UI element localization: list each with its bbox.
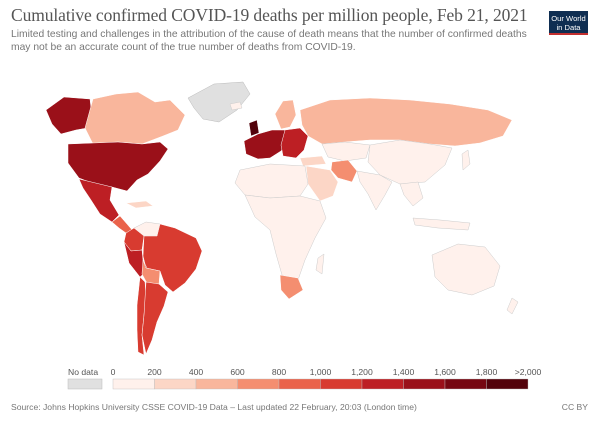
- legend-ticks: 0 200 400 600 800 1,000 1,200 1,400 1,600 1,800 >2…: [111, 367, 542, 377]
- region-china[interactable]: [367, 139, 453, 185]
- license-link[interactable]: CC BY: [561, 402, 588, 412]
- legend-tick-label: 1,600: [434, 367, 456, 377]
- region-india[interactable]: [356, 170, 393, 211]
- legend-bins: [112, 378, 529, 390]
- region-alaska[interactable]: [45, 96, 94, 135]
- legend-bin[interactable]: [154, 378, 197, 390]
- source-note: Source: Johns Hopkins University CSSE CO…: [11, 402, 417, 412]
- region-africa[interactable]: [244, 194, 327, 281]
- legend-bin[interactable]: [486, 378, 529, 390]
- legend-bin[interactable]: [444, 378, 487, 390]
- region-south-africa[interactable]: [279, 274, 304, 300]
- world-map[interactable]: [0, 70, 600, 365]
- legend-bin[interactable]: [112, 378, 155, 390]
- legend-tick-label: 1,200: [351, 367, 373, 377]
- legend-tick-label: 800: [272, 367, 287, 377]
- chart-subtitle: Limited testing and challenges in the at…: [11, 29, 527, 53]
- chart-title: Cumulative confirmed COVID-19 deaths per…: [11, 5, 528, 25]
- legend-tick-label: 200: [147, 367, 162, 377]
- legend-bin[interactable]: [403, 378, 446, 390]
- region-kazakhstan[interactable]: [321, 141, 371, 162]
- logo-line-1: Our World: [551, 14, 586, 23]
- legend-tick-label: 1,000: [310, 367, 332, 377]
- region-peru[interactable]: [123, 241, 149, 278]
- region-madagascar[interactable]: [315, 253, 325, 275]
- legend-no-data-label: No data: [68, 367, 98, 377]
- region-scandinavia[interactable]: [274, 99, 297, 130]
- region-united-states[interactable]: [67, 141, 169, 192]
- legend-tick-label: 1,800: [476, 367, 498, 377]
- region-united-kingdom[interactable]: [248, 119, 260, 137]
- region-indonesia[interactable]: [412, 217, 471, 231]
- legend-tick-label: 400: [189, 367, 204, 377]
- legend-tick-label: >2,000: [515, 367, 542, 377]
- region-greenland[interactable]: [187, 81, 251, 123]
- our-world-in-data-logo[interactable]: Our World in Data: [549, 11, 588, 35]
- region-north-africa[interactable]: [234, 163, 309, 199]
- legend-bin[interactable]: [237, 378, 280, 390]
- region-caribbean[interactable]: [125, 200, 154, 209]
- logo-line-2: in Data: [556, 23, 581, 32]
- region-iran[interactable]: [330, 159, 358, 183]
- legend-no-data-swatch: [67, 378, 103, 390]
- legend-bin[interactable]: [361, 378, 404, 390]
- region-eastern-europe[interactable]: [280, 127, 309, 159]
- legend-bin[interactable]: [195, 378, 238, 390]
- legend-bin[interactable]: [278, 378, 321, 390]
- region-russia[interactable]: [299, 97, 513, 147]
- region-iceland[interactable]: [229, 101, 243, 111]
- legend-bin[interactable]: [320, 378, 363, 390]
- region-southeast-asia[interactable]: [399, 181, 424, 207]
- region-new-zealand[interactable]: [506, 297, 519, 315]
- region-argentina[interactable]: [141, 281, 169, 355]
- legend-tick-label: 600: [230, 367, 245, 377]
- color-legend: No data 0 200 400 600 800 1,000 1,200 1,400 1,60…: [67, 367, 542, 390]
- legend-tick-label: 1,400: [393, 367, 415, 377]
- region-japan[interactable]: [461, 149, 471, 171]
- region-turkey[interactable]: [299, 155, 327, 167]
- legend-tick-label: 0: [111, 367, 116, 377]
- region-canada[interactable]: [84, 91, 186, 145]
- region-australia[interactable]: [431, 243, 501, 296]
